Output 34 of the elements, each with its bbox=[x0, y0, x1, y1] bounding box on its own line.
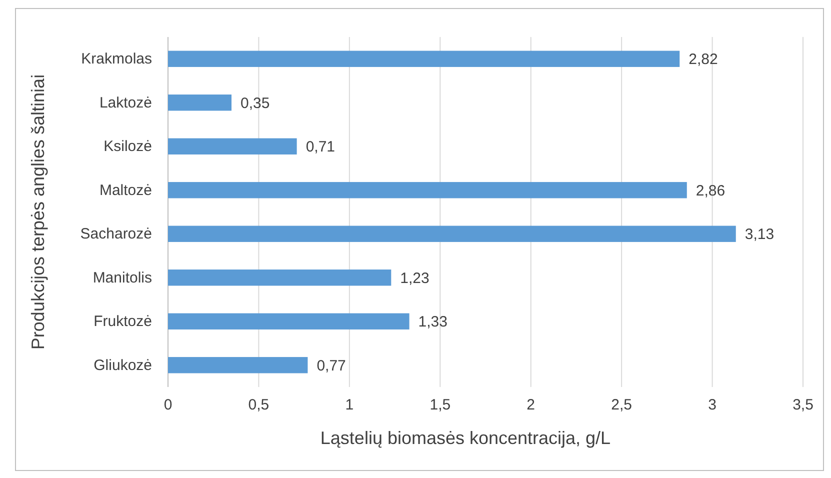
data-label: 0,77 bbox=[316, 357, 346, 374]
y-tick-label: Manitolis bbox=[92, 269, 152, 286]
data-label: 3,13 bbox=[744, 226, 774, 244]
y-tick-label: Laktozė bbox=[99, 94, 152, 112]
data-label: 0,35 bbox=[240, 94, 270, 112]
data-label: 1,33 bbox=[418, 314, 448, 331]
y-tick-label: Fruktozė bbox=[94, 313, 152, 330]
x-tick-label: 3,5 bbox=[792, 396, 814, 414]
bar bbox=[168, 138, 297, 154]
bar bbox=[168, 50, 680, 67]
bar bbox=[168, 182, 687, 198]
x-tick-label: 2,5 bbox=[611, 396, 632, 414]
x-tick-label: 0,5 bbox=[248, 396, 270, 414]
bar bbox=[168, 313, 410, 330]
bar bbox=[168, 226, 736, 242]
x-tick-label: 1 bbox=[345, 396, 354, 414]
data-label: 0,71 bbox=[306, 138, 336, 156]
bar bbox=[168, 270, 392, 286]
data-label: 2,82 bbox=[688, 51, 718, 68]
x-axis-title: Ląstelių biomasės koncentracija, g/L bbox=[320, 428, 611, 448]
y-tick-label: Ksilozė bbox=[104, 138, 152, 156]
y-tick-label: Gliukozė bbox=[94, 356, 152, 374]
y-axis-title: Produkcijos terpės anglies šaltiniai bbox=[28, 74, 48, 350]
x-tick-label: 1,5 bbox=[430, 396, 451, 414]
x-tick-label: 3 bbox=[708, 396, 716, 414]
x-tick-label: 2 bbox=[526, 396, 536, 414]
y-tick-label: Maltozė bbox=[99, 182, 152, 199]
data-label: 2,86 bbox=[696, 182, 726, 200]
y-tick-label: Sacharozė bbox=[80, 226, 152, 243]
x-tick-label: 0 bbox=[164, 396, 172, 414]
bar bbox=[168, 357, 308, 374]
y-tick-label: Krakmolas bbox=[81, 50, 152, 68]
data-label: 1,23 bbox=[400, 270, 430, 287]
bar bbox=[168, 94, 232, 111]
